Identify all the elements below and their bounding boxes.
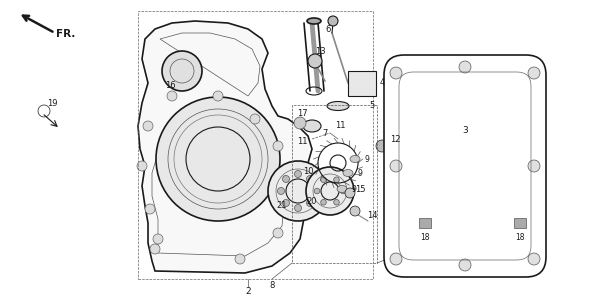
Text: 9: 9 (365, 154, 369, 163)
Circle shape (350, 206, 360, 216)
Text: 15: 15 (355, 185, 365, 194)
Polygon shape (138, 21, 312, 273)
Ellipse shape (303, 120, 321, 132)
Circle shape (283, 175, 290, 182)
Circle shape (250, 114, 260, 124)
Text: 21: 21 (277, 201, 287, 210)
Circle shape (308, 54, 322, 68)
Text: FR.: FR. (56, 29, 76, 39)
Text: 16: 16 (165, 82, 175, 91)
Circle shape (273, 141, 283, 151)
Bar (419, 218, 431, 228)
Text: 12: 12 (390, 135, 400, 144)
Circle shape (235, 254, 245, 264)
Text: 8: 8 (269, 281, 275, 290)
PathPatch shape (384, 55, 546, 277)
Circle shape (294, 117, 306, 129)
Text: 17: 17 (297, 108, 307, 117)
Text: 7: 7 (322, 129, 327, 138)
Text: 9: 9 (358, 169, 362, 178)
Circle shape (314, 188, 320, 194)
Circle shape (328, 16, 338, 26)
Text: 3: 3 (462, 126, 468, 135)
Circle shape (390, 160, 402, 172)
Ellipse shape (307, 18, 321, 24)
Circle shape (459, 61, 471, 73)
Circle shape (376, 140, 388, 152)
Text: 18: 18 (515, 234, 525, 243)
Circle shape (294, 204, 301, 212)
Circle shape (162, 51, 202, 91)
Circle shape (143, 121, 153, 131)
Text: 4: 4 (379, 79, 385, 88)
Ellipse shape (337, 185, 347, 193)
Bar (138, 11, 373, 279)
Ellipse shape (327, 101, 349, 110)
Circle shape (137, 161, 147, 171)
Circle shape (277, 188, 284, 194)
Circle shape (294, 170, 301, 178)
Text: 10: 10 (303, 166, 313, 175)
Text: 6: 6 (325, 24, 330, 33)
Circle shape (390, 67, 402, 79)
Circle shape (321, 200, 326, 205)
Circle shape (321, 177, 326, 182)
Text: 11: 11 (335, 122, 345, 131)
Circle shape (268, 161, 328, 221)
Circle shape (312, 188, 319, 194)
Circle shape (390, 253, 402, 265)
Circle shape (528, 253, 540, 265)
Circle shape (153, 234, 163, 244)
Text: 5: 5 (369, 101, 375, 110)
Circle shape (213, 91, 223, 101)
Bar (292, 105, 377, 263)
Circle shape (306, 167, 354, 215)
Ellipse shape (350, 156, 360, 163)
Circle shape (340, 188, 346, 194)
Circle shape (345, 188, 355, 198)
Bar (514, 218, 526, 228)
Circle shape (334, 177, 339, 182)
Circle shape (528, 67, 540, 79)
Text: 20: 20 (307, 197, 317, 206)
Circle shape (459, 259, 471, 271)
Circle shape (334, 200, 339, 205)
Circle shape (283, 200, 290, 206)
Text: 14: 14 (367, 212, 377, 221)
Circle shape (145, 204, 155, 214)
Ellipse shape (343, 169, 353, 176)
Circle shape (167, 91, 177, 101)
Text: 2: 2 (245, 287, 251, 296)
Text: 18: 18 (420, 234, 430, 243)
Bar (348, 71, 376, 96)
Circle shape (307, 175, 313, 182)
Circle shape (156, 97, 280, 221)
Circle shape (285, 191, 295, 201)
Circle shape (307, 200, 313, 206)
Text: 13: 13 (314, 46, 325, 55)
Text: 11: 11 (297, 136, 307, 145)
Circle shape (273, 228, 283, 238)
Text: 9: 9 (352, 185, 356, 194)
Text: 19: 19 (47, 98, 57, 107)
Circle shape (150, 244, 160, 254)
Circle shape (528, 160, 540, 172)
